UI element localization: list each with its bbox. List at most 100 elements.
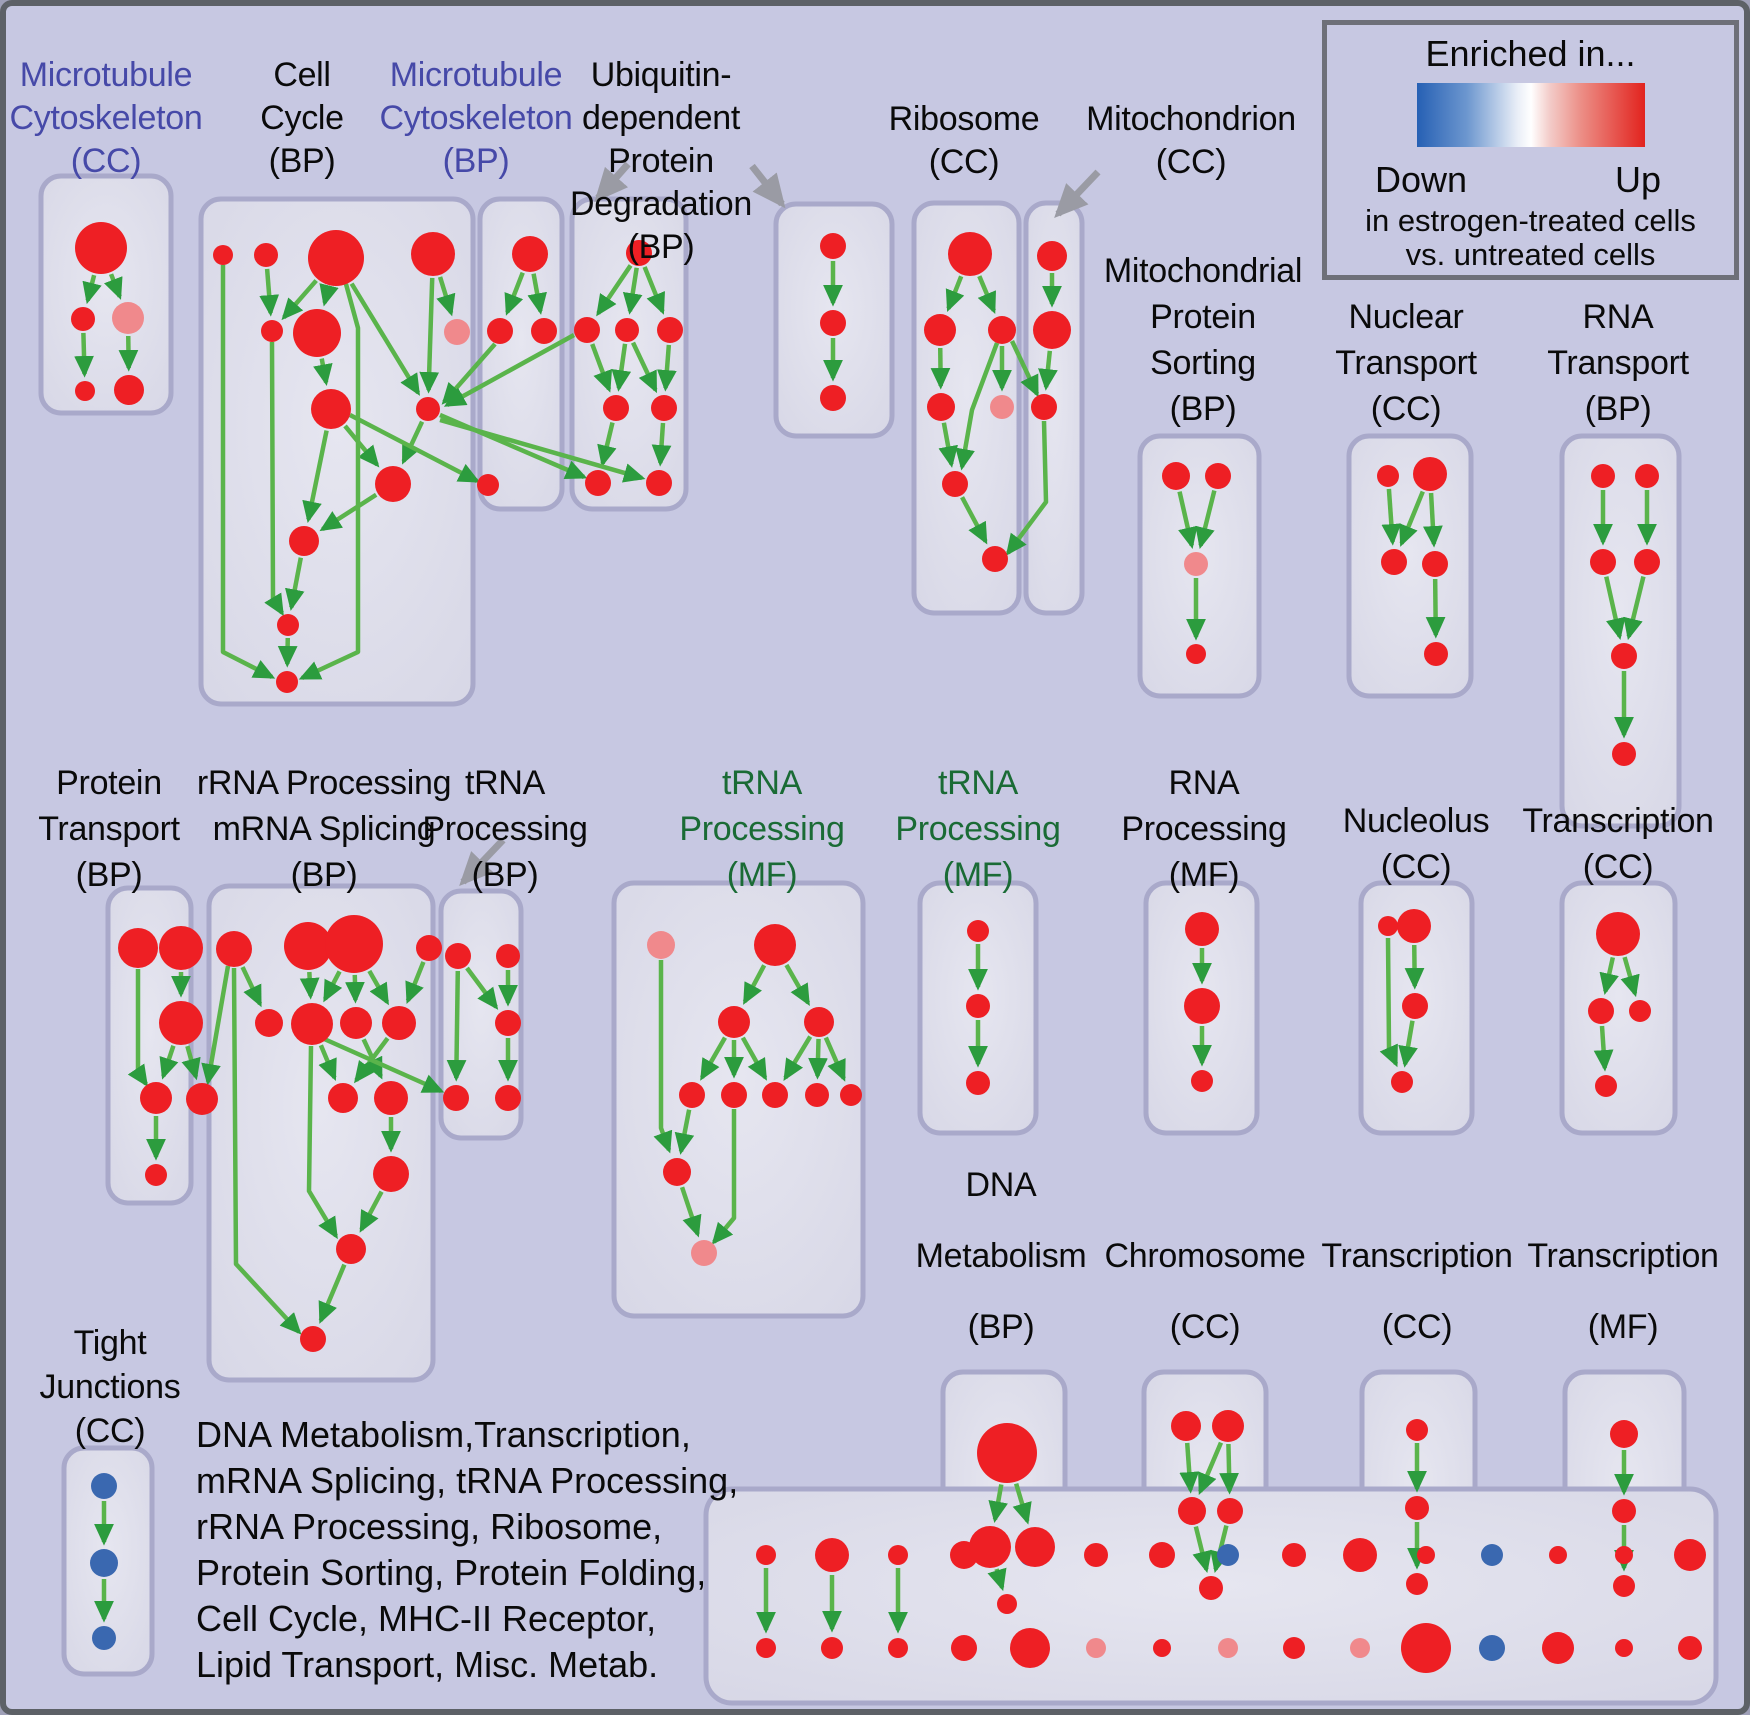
edge-arrow xyxy=(1381,488,1402,546)
go-term-node xyxy=(647,931,675,959)
edge-arrow xyxy=(1219,1443,1240,1495)
go-term-node xyxy=(1612,1499,1636,1523)
cluster-label-protein-transport: (BP) xyxy=(76,856,143,894)
go-term-node xyxy=(477,474,499,496)
go-term-node xyxy=(277,614,299,636)
go-term-node xyxy=(92,1626,116,1650)
go-term-node xyxy=(1596,912,1640,956)
go-term-node xyxy=(1378,916,1398,936)
go-term-node xyxy=(988,316,1016,344)
cluster-label-nucleolus: Nucleolus xyxy=(1343,802,1490,840)
edge-arrow xyxy=(1399,490,1425,547)
edge-arrow xyxy=(323,970,343,1003)
go-term-node xyxy=(924,314,956,346)
go-term-node xyxy=(1481,1544,1503,1566)
cluster-box-rrna-processing xyxy=(206,883,436,1383)
go-term-node xyxy=(445,943,471,969)
go-term-node xyxy=(300,1326,326,1352)
go-term-node xyxy=(1377,465,1399,487)
edge-arrow xyxy=(590,343,613,393)
go-term-node xyxy=(1406,1419,1428,1441)
edge-arrow xyxy=(459,837,506,887)
go-term-node xyxy=(254,243,278,267)
cluster-label-trna-processing-bp: (BP) xyxy=(472,856,539,894)
cluster-label-transcription-cc-row2: (CC) xyxy=(1583,848,1654,886)
go-term-node xyxy=(646,470,672,496)
go-term-node xyxy=(1634,549,1660,575)
edge-arrow xyxy=(1425,578,1446,639)
go-term-node xyxy=(997,1594,1017,1614)
go-term-node xyxy=(328,1083,358,1113)
edge-arrow xyxy=(259,268,280,317)
go-term-node xyxy=(118,928,158,968)
go-term-node xyxy=(804,1007,834,1037)
go-term-node xyxy=(336,1234,366,1264)
merged-clusters-text-line: Cell Cycle, MHC-II Receptor, xyxy=(196,1598,657,1639)
go-term-node xyxy=(1417,1546,1435,1564)
cluster-label-mito-protein-sorting: Mitochondrial xyxy=(1104,252,1302,290)
cluster-label-protein-transport: Transport xyxy=(38,810,180,848)
go-term-node xyxy=(213,245,233,265)
cluster-label-rna-processing-mf: Processing xyxy=(1121,810,1286,848)
edge-arrow xyxy=(318,1044,337,1082)
go-term-node xyxy=(114,375,144,405)
go-term-node xyxy=(1591,464,1615,488)
edge-arrow xyxy=(299,971,320,1000)
go-term-node xyxy=(840,1084,862,1106)
go-term-node xyxy=(531,318,557,344)
cluster-label-trna-processing-bp: Processing xyxy=(422,810,587,848)
edge-arrow xyxy=(630,341,658,394)
edge-arrow xyxy=(348,413,481,483)
merged-clusters-text-line: Protein Sorting, Protein Folding, xyxy=(196,1552,707,1593)
cluster-label-microtubule-bp: Microtubule xyxy=(390,56,562,94)
legend-box: Enriched in... Down Up in estrogen-treat… xyxy=(1322,20,1739,280)
go-term-node xyxy=(159,926,203,970)
merged-clusters-text-line: DNA Metabolism,Transcription, xyxy=(196,1414,691,1455)
go-term-node xyxy=(1422,551,1448,577)
go-term-node xyxy=(325,915,383,973)
edge-arrow xyxy=(1038,350,1058,391)
edge-arrow xyxy=(285,557,305,611)
cluster-label-cell-cycle: (BP) xyxy=(269,142,336,180)
go-term-node xyxy=(1611,643,1637,669)
go-term-node xyxy=(651,395,677,421)
go-term-node xyxy=(495,1085,521,1111)
edge-arrow xyxy=(345,974,365,1004)
edge-arrow xyxy=(977,275,996,314)
cluster-label-microtubule-bp: (BP) xyxy=(443,142,510,180)
cluster-label-ubiquitin-a: Ubiquitin- xyxy=(591,56,732,94)
edge-arrow xyxy=(1623,576,1646,641)
go-term-node xyxy=(90,1549,118,1577)
cluster-label-mito-protein-sorting: Sorting xyxy=(1150,344,1256,382)
go-term-node xyxy=(1153,1639,1171,1657)
edge-arrow xyxy=(784,963,811,1007)
go-term-node xyxy=(721,1082,747,1108)
go-term-node xyxy=(1185,912,1219,946)
cluster-label-transcription-mf: (MF) xyxy=(1588,1308,1659,1346)
merged-clusters-text-line: Lipid Transport, Misc. Metab. xyxy=(196,1644,659,1685)
cluster-label-trna-processing-mf-2: Processing xyxy=(895,810,1060,848)
edge-arrow xyxy=(611,343,632,392)
edge-arrow xyxy=(127,969,148,1087)
legend-title: Enriched in... xyxy=(1425,33,1636,74)
merged-clusters-text-line: rRNA Processing, Ribosome, xyxy=(196,1506,663,1547)
cluster-label-trna-processing-bp: tRNA xyxy=(465,764,546,802)
edge-arrow xyxy=(401,420,425,465)
go-term-node xyxy=(145,1164,167,1186)
edge-arrow xyxy=(1195,490,1217,550)
go-term-node xyxy=(284,922,332,970)
go-term-node xyxy=(1086,1638,1106,1658)
go-term-node xyxy=(487,318,513,344)
cluster-label-trna-processing-mf-1: tRNA xyxy=(722,764,803,802)
go-term-node xyxy=(1549,1546,1567,1564)
merged-clusters-text: DNA Metabolism,Transcription, mRNA Splici… xyxy=(196,1412,738,1688)
go-term-node xyxy=(443,1085,469,1111)
edge-arrow xyxy=(313,358,333,386)
cluster-label-dna-metabolism: DNA xyxy=(966,1166,1038,1204)
go-term-node xyxy=(990,395,1014,419)
cluster-label-tight-junctions: Junctions xyxy=(40,1368,181,1406)
go-term-node xyxy=(977,1423,1037,1483)
go-term-node xyxy=(1542,1632,1574,1664)
cluster-label-chromosome: (CC) xyxy=(1170,1308,1241,1346)
